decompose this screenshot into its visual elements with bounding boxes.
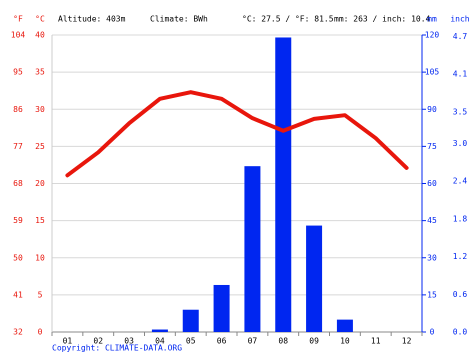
inch-unit: inch [450,15,469,24]
inch-tick-label: 4.1 [453,70,468,79]
x-tick-label: 03 [124,337,134,346]
mm-tick-label: 0 [430,328,435,337]
inch-tick-label: 0.6 [453,290,468,299]
c-tick-label: 0 [38,328,43,337]
x-tick-label: 07 [248,337,258,346]
mm-tick-label: 45 [427,216,437,225]
c-tick-label: 20 [35,179,45,188]
f-tick-label: 59 [13,216,23,225]
mm-tick-label: 90 [427,105,437,114]
f-unit: °F [13,15,23,24]
inch-tick-label: 1.2 [453,252,468,261]
mm-tick-label: 105 [425,68,440,77]
x-tick-label: 01 [63,337,73,346]
climate: Climate: BWh [150,15,208,24]
mm-tick-label: 30 [427,253,437,262]
x-tick-label: 10 [340,337,350,346]
bar [336,319,353,332]
altitude: Altitude: 403m [58,15,126,24]
c-tick-label: 10 [35,253,45,262]
f-tick-label: 50 [13,253,23,262]
x-tick-label: 04 [155,337,165,346]
f-tick-label: 95 [13,68,23,77]
mm-tick-label: 120 [425,31,440,40]
mm-unit: mm [427,15,437,24]
c-tick-label: 5 [38,290,43,299]
precip-total: mm: 263 / inch: 10.4 [334,15,431,24]
c-tick-label: 15 [35,216,45,225]
bar [213,284,230,332]
c-tick-label: 25 [35,142,45,151]
x-tick-label: 05 [186,337,196,346]
f-tick-label: 77 [13,142,23,151]
temp-avg: °C: 27.5 / °F: 81.5 [242,15,334,24]
f-tick-label: 32 [13,328,23,337]
inch-tick-label: 2.4 [453,177,468,186]
inch-tick-label: 0.0 [453,328,468,337]
bar [244,166,261,332]
bar [151,329,168,332]
mm-tick-label: 15 [427,290,437,299]
c-unit: °C [35,15,45,24]
f-tick-label: 104 [11,31,26,40]
f-tick-label: 41 [13,290,23,299]
f-tick-label: 86 [13,105,23,114]
x-tick-label: 08 [278,337,288,346]
inch-tick-label: 3.0 [453,139,468,148]
inch-tick-label: 3.5 [453,107,468,116]
c-tick-label: 30 [35,105,45,114]
x-tick-label: 06 [217,337,227,346]
bar [275,37,292,332]
copyright: Copyright: CLIMATE-DATA.ORG [52,344,182,353]
bar [306,225,323,332]
f-tick-label: 68 [13,179,23,188]
x-tick-label: 09 [309,337,319,346]
inch-tick-label: 1.8 [453,214,468,223]
mm-tick-label: 75 [427,142,437,151]
inch-tick-label: 4.7 [453,32,468,41]
c-tick-label: 40 [35,31,45,40]
bar [182,309,199,332]
x-tick-label: 12 [402,337,412,346]
c-tick-label: 35 [35,68,45,77]
temperature-line [65,90,409,178]
mm-tick-label: 60 [427,179,437,188]
x-tick-label: 02 [93,337,103,346]
x-tick-label: 11 [371,337,381,346]
